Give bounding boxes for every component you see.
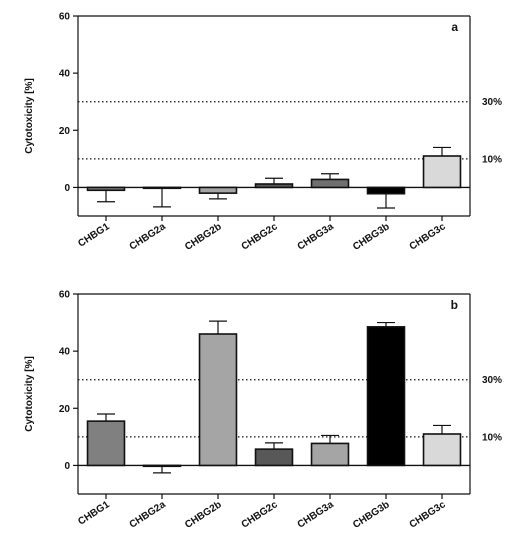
bar-chbg3c <box>422 433 462 467</box>
reference-line-label: 10% <box>482 432 502 443</box>
bar-chbg3a <box>310 178 350 189</box>
panel-letter: b <box>451 298 458 312</box>
y-tick-label: 20 <box>59 404 71 415</box>
bar-chbg2b <box>198 186 238 194</box>
bar-chbg3b <box>366 186 406 195</box>
x-tick-label: CHBG2a <box>128 221 168 253</box>
x-tick-label: CHBG3b <box>351 221 391 253</box>
y-tick-label: 0 <box>64 461 70 472</box>
x-tick-label: CHBG3c <box>408 221 448 253</box>
x-tick-label: CHBG2c <box>240 499 280 531</box>
bar-chbg3c <box>422 155 462 189</box>
x-tick-label: CHBG2a <box>128 499 168 531</box>
x-tick-label: CHBG2c <box>240 221 280 253</box>
y-tick-label: 20 <box>59 126 71 137</box>
bar-chbg2a <box>142 464 182 468</box>
chart-panel-a: 0 20 40 60 Cytotoxicity [%] a 30% 10% CHBG1 CHBG2… <box>24 12 502 253</box>
bar-chbg2c <box>254 448 294 467</box>
bar-chbg3b <box>366 326 406 467</box>
bar-chbg3a <box>310 442 350 467</box>
reference-line-label: 30% <box>482 375 502 386</box>
bar-chbg2b <box>198 333 238 467</box>
panel-letter: a <box>451 20 458 34</box>
bar-chbg2a <box>142 186 182 190</box>
y-tick-label: 60 <box>59 290 71 301</box>
y-tick-label: 40 <box>59 347 71 358</box>
chart-panel-b: 0 20 40 60 Cytotoxicity [%] b 30% 10% CHBG1 CHBG2… <box>24 290 502 531</box>
x-tick-label: CHBG3c <box>408 499 448 531</box>
bar-chbg1 <box>86 420 126 467</box>
x-tick-label: CHBG3b <box>351 499 391 531</box>
y-axis-label: Cytotoxicity [%] <box>24 78 35 154</box>
x-tick-label: CHBG3a <box>296 499 336 531</box>
y-tick-label: 0 <box>64 183 70 194</box>
x-tick-label: CHBG3a <box>296 221 336 253</box>
x-tick-label: CHBG2b <box>183 499 223 531</box>
y-axis-label: Cytotoxicity [%] <box>24 356 35 432</box>
x-tick-label: CHBG2b <box>183 221 223 253</box>
x-tick-label: CHBG1 <box>76 499 112 528</box>
reference-line-label: 10% <box>482 154 502 165</box>
bar-chbg2c <box>254 183 294 189</box>
y-tick-label: 40 <box>59 69 71 80</box>
x-tick-label: CHBG1 <box>76 221 112 250</box>
bar-chbg1 <box>86 186 126 192</box>
y-tick-label: 60 <box>59 12 71 23</box>
reference-line-label: 30% <box>482 97 502 108</box>
